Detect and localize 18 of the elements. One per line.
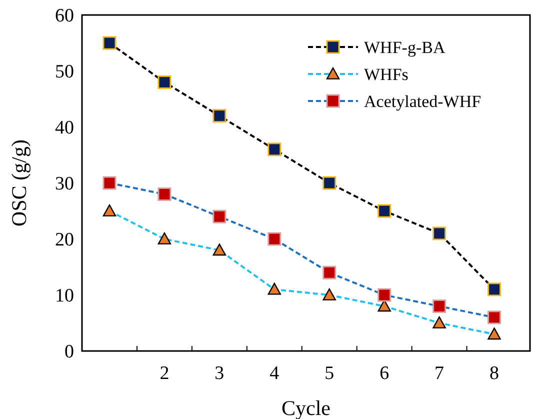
x-tick-label: 2 — [160, 363, 170, 384]
x-tick-label: 3 — [214, 363, 224, 384]
y-tick-label: 20 — [55, 230, 74, 251]
x-tick-label: 6 — [380, 363, 390, 384]
legend-label: WHFs — [364, 64, 408, 84]
y-tick-label: 40 — [55, 118, 74, 139]
legend-label: Acetylated-WHF — [364, 92, 482, 111]
y-axis-title: OSC (g/g) — [7, 140, 31, 226]
y-tick-label: 50 — [55, 62, 74, 83]
x-tick-label: 4 — [270, 363, 280, 384]
x-tick-label: 7 — [434, 363, 444, 384]
y-tick-label: 60 — [55, 6, 74, 27]
y-tick-label: 0 — [64, 342, 74, 363]
legend-label: WHF-g-BA — [364, 38, 446, 57]
y-tick-label: 30 — [55, 174, 74, 195]
x-tick-label: 8 — [490, 363, 500, 384]
x-tick-label: 5 — [324, 363, 334, 384]
y-tick-label: 10 — [55, 286, 74, 307]
